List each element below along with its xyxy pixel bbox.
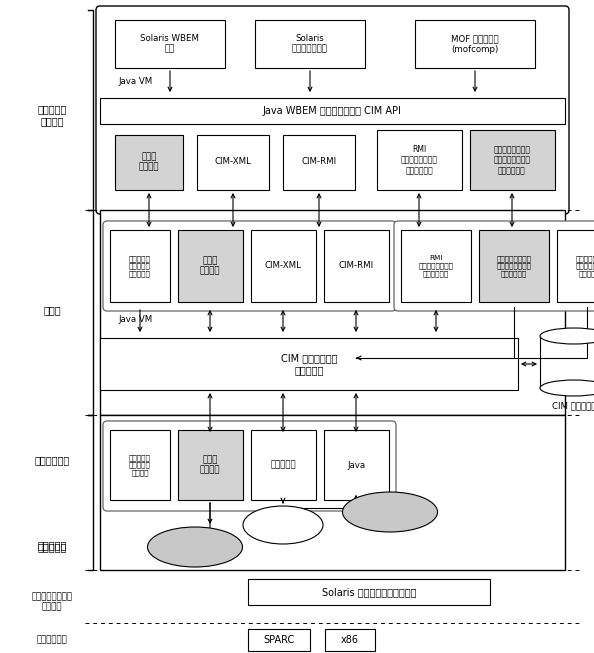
Text: RMI
インジケーション
レセプション: RMI インジケーション レセプション xyxy=(419,255,453,277)
Text: サードパーティ
のプロバイダ: サードパーティ のプロバイダ xyxy=(374,502,406,522)
Ellipse shape xyxy=(540,328,594,344)
Text: プロバイダ: プロバイダ xyxy=(37,540,67,550)
Bar xyxy=(251,430,316,500)
Bar xyxy=(110,430,170,500)
Bar xyxy=(251,230,316,302)
Bar xyxy=(197,135,269,190)
Bar xyxy=(324,430,389,500)
Text: サードパーティの
インジケーション
レセプション: サードパーティの インジケーション レセプション xyxy=(497,255,532,277)
Text: Java VM: Java VM xyxy=(118,315,152,325)
FancyBboxPatch shape xyxy=(103,221,396,311)
FancyBboxPatch shape xyxy=(96,6,569,214)
Bar xyxy=(479,230,549,302)
Bar xyxy=(255,20,365,68)
Ellipse shape xyxy=(540,380,594,396)
Ellipse shape xyxy=(343,492,438,532)
Text: CIM リポジトリ: CIM リポジトリ xyxy=(552,402,594,411)
Bar xyxy=(324,230,389,302)
Bar xyxy=(110,230,170,302)
Text: x86: x86 xyxy=(341,635,359,645)
Text: プロバイダ: プロバイダ xyxy=(37,542,67,552)
Text: CIM-RMI: CIM-RMI xyxy=(301,157,337,167)
FancyBboxPatch shape xyxy=(394,221,594,311)
Bar xyxy=(325,629,375,651)
Bar xyxy=(377,130,462,190)
Text: クライアン
トプロトコ
ルアダプタ: クライアン トプロトコ ルアダプタ xyxy=(129,255,151,277)
Text: ネイティブ: ネイティブ xyxy=(270,460,296,470)
Text: サードパーティの
プロバイダ: サードパーティの プロバイダ xyxy=(176,537,213,557)
Text: オペレーティング
システム: オペレーティング システム xyxy=(31,592,72,612)
Text: サードパーティの
インジケーション
レセプション: サードパーティの インジケーション レセプション xyxy=(494,145,530,175)
Text: CIM-XML: CIM-XML xyxy=(264,261,301,270)
Bar xyxy=(115,20,225,68)
Bar xyxy=(283,135,355,190)
Text: MOF コンパイラ
(mofcomp): MOF コンパイラ (mofcomp) xyxy=(451,35,499,54)
Text: CIM-RMI: CIM-RMI xyxy=(339,261,374,270)
Text: Java: Java xyxy=(347,460,365,470)
FancyBboxPatch shape xyxy=(103,421,396,511)
Bar xyxy=(540,336,594,388)
Bar xyxy=(178,230,243,302)
Bar xyxy=(470,130,555,190)
Bar xyxy=(248,579,490,605)
Bar xyxy=(100,415,565,570)
Text: プロバイダ層: プロバイダ層 xyxy=(34,455,69,465)
Bar xyxy=(415,20,535,68)
Text: CIM-XML: CIM-XML xyxy=(214,157,251,167)
Text: インジケー
ション配信
ハンドラ: インジケー ション配信 ハンドラ xyxy=(576,255,594,277)
Text: Solaris オペレーティング環境: Solaris オペレーティング環境 xyxy=(322,587,416,597)
Text: アプリケー
ション層: アプリケー ション層 xyxy=(37,104,67,126)
Text: 管理層: 管理層 xyxy=(43,305,61,315)
Text: サード
パーティ: サード パーティ xyxy=(139,152,159,172)
Text: Solaris
管理コンソール: Solaris 管理コンソール xyxy=(292,35,328,54)
Ellipse shape xyxy=(147,527,242,567)
Text: Java VM: Java VM xyxy=(118,78,152,86)
Text: CIM オブジェクト
マネージャ: CIM オブジェクト マネージャ xyxy=(281,353,337,375)
Bar xyxy=(401,230,471,302)
Bar xyxy=(100,98,565,124)
Bar xyxy=(100,338,518,390)
Text: Solaris WBEM
管理: Solaris WBEM 管理 xyxy=(141,35,200,54)
Text: Java WBEM クライアントと CIM API: Java WBEM クライアントと CIM API xyxy=(263,106,402,116)
Ellipse shape xyxy=(243,506,323,544)
Bar xyxy=(557,230,594,302)
Bar xyxy=(100,210,565,415)
Text: RMI
インジケーション
レセプション: RMI インジケーション レセプション xyxy=(400,145,438,175)
Text: SPARC: SPARC xyxy=(263,635,295,645)
Bar xyxy=(115,135,183,190)
Text: サード
パーティ: サード パーティ xyxy=(200,455,220,475)
Text: プロバイダ
プロトコル
アダプタ: プロバイダ プロトコル アダプタ xyxy=(129,454,151,476)
Bar xyxy=(248,629,310,651)
Bar xyxy=(178,430,243,500)
Text: ハードウェア: ハードウェア xyxy=(37,635,67,645)
Text: サード
パーティ: サード パーティ xyxy=(200,256,220,276)
Text: Sun
プロバイダ: Sun プロバイダ xyxy=(270,515,296,535)
